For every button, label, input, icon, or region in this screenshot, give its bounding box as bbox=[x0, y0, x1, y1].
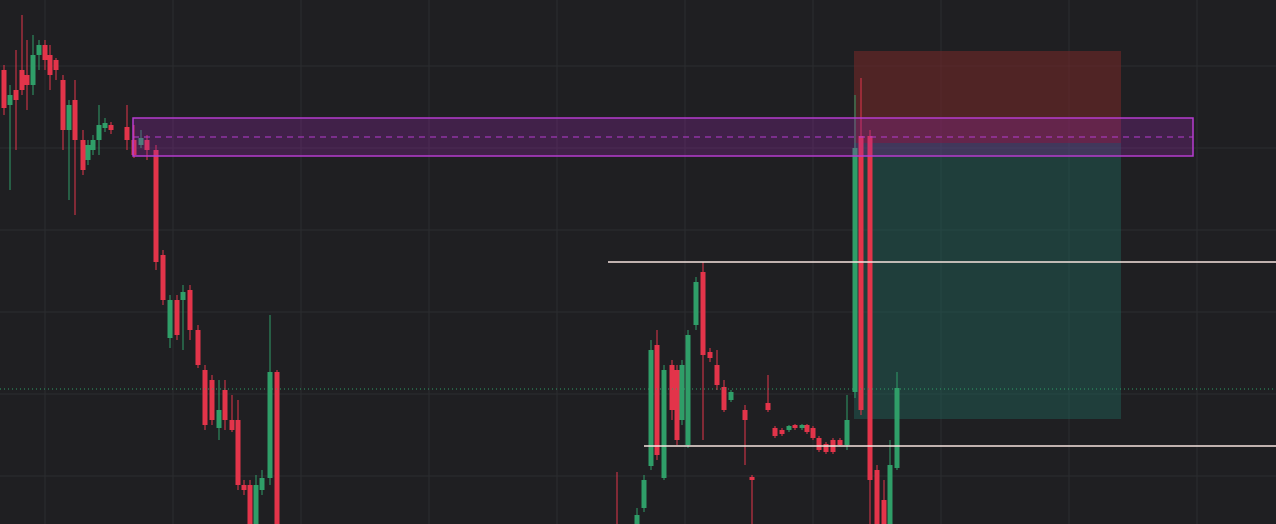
candle-body bbox=[648, 350, 654, 466]
candle-body bbox=[216, 410, 222, 428]
candle-body bbox=[749, 477, 755, 480]
candle-body bbox=[235, 420, 241, 485]
candle-body bbox=[837, 440, 843, 445]
candle-body bbox=[654, 345, 660, 455]
candle-body bbox=[247, 485, 253, 524]
candle-body bbox=[13, 90, 19, 100]
candle-body bbox=[887, 465, 893, 524]
candle-body bbox=[661, 370, 667, 478]
candle-body bbox=[844, 420, 850, 445]
candle-body bbox=[881, 500, 887, 524]
position-box bbox=[854, 143, 1121, 419]
candle-body bbox=[60, 80, 66, 130]
candle-body bbox=[721, 387, 727, 410]
candle-body bbox=[108, 125, 114, 130]
candle-body bbox=[669, 365, 675, 410]
candle-body bbox=[209, 380, 215, 420]
candle-body bbox=[195, 330, 201, 365]
candle-body bbox=[685, 335, 691, 445]
candle-body bbox=[131, 140, 137, 155]
candle-body bbox=[707, 352, 713, 358]
candle-body bbox=[174, 300, 180, 335]
candle-body bbox=[42, 45, 48, 60]
candle-body bbox=[124, 127, 130, 140]
candle-body bbox=[153, 150, 159, 262]
candle-body bbox=[102, 123, 108, 128]
candle-body bbox=[700, 272, 706, 355]
candle-body bbox=[786, 426, 792, 430]
candle-body bbox=[66, 105, 72, 130]
candle-body bbox=[144, 140, 150, 150]
candle-body bbox=[90, 140, 96, 150]
candle-body bbox=[765, 403, 771, 410]
candle-body bbox=[867, 136, 873, 480]
candle-body bbox=[852, 148, 858, 392]
candle-body bbox=[53, 60, 59, 70]
candle-body bbox=[80, 140, 86, 170]
candle-body bbox=[253, 485, 259, 524]
candle-body bbox=[772, 428, 778, 436]
candle-body bbox=[874, 470, 880, 524]
candle-body bbox=[792, 425, 798, 428]
candle-body bbox=[894, 388, 900, 468]
candle-body bbox=[19, 70, 25, 90]
candle-body bbox=[714, 365, 720, 385]
candle-body bbox=[816, 438, 822, 450]
candle-body bbox=[634, 515, 640, 524]
candle-body bbox=[72, 100, 78, 140]
candle-body bbox=[693, 282, 699, 325]
candle-body bbox=[222, 390, 228, 420]
candle-body bbox=[7, 95, 13, 105]
candle-body bbox=[229, 420, 235, 430]
candle-body bbox=[674, 370, 680, 440]
candle-body bbox=[24, 75, 30, 85]
candle-body bbox=[259, 478, 265, 490]
candle-body bbox=[30, 55, 36, 85]
position-box bbox=[854, 51, 1121, 143]
candle-body bbox=[742, 410, 748, 420]
candle-body bbox=[679, 365, 685, 420]
candle-body bbox=[138, 138, 144, 145]
candle-body bbox=[779, 430, 785, 434]
candle-body bbox=[858, 136, 864, 410]
candle-body bbox=[1, 70, 7, 108]
candle-body bbox=[36, 45, 42, 55]
candle-body bbox=[641, 480, 647, 508]
candle-body bbox=[85, 145, 91, 160]
candle-body bbox=[180, 292, 186, 300]
candle-body bbox=[267, 372, 273, 478]
candle-body bbox=[799, 425, 805, 428]
candle-body bbox=[728, 392, 734, 400]
candle-body bbox=[202, 370, 208, 425]
candle-body bbox=[187, 290, 193, 330]
candle-body bbox=[96, 125, 102, 140]
candle-body bbox=[810, 428, 816, 438]
candle-body bbox=[160, 255, 166, 300]
candle-body bbox=[241, 485, 247, 490]
candle-body bbox=[167, 300, 173, 338]
candle-body bbox=[804, 425, 810, 432]
candle-body bbox=[823, 444, 829, 452]
candle-body bbox=[47, 55, 53, 75]
candle-body bbox=[274, 372, 280, 524]
